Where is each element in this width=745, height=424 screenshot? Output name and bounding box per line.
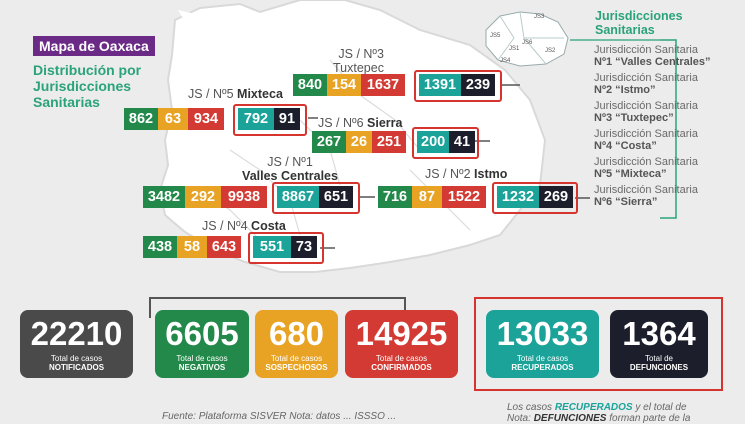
js5-values: 862 63 934 bbox=[124, 108, 224, 130]
js3-values: 840 154 1637 bbox=[293, 74, 405, 96]
js4-confirmados: 643 bbox=[207, 236, 241, 258]
total-recuperados: 13033 Total de casos RECUPERADOS bbox=[486, 310, 599, 378]
mini-map-label-js1: JS1 bbox=[509, 46, 520, 52]
js5-recuperados: 792 bbox=[238, 108, 274, 130]
js2-values: 716 87 1522 bbox=[378, 186, 486, 208]
js1-recuperados: 8867 bbox=[277, 186, 319, 208]
legend-title: Jurisdicciones Sanitarias bbox=[595, 9, 683, 37]
js2-defunciones: 269 bbox=[539, 186, 573, 208]
legend-item: Jurisdicción Sanitaria Nº5 “Mixteca” bbox=[594, 156, 698, 180]
legend-item: Jurisdicción Sanitaria Nº4 “Costa” bbox=[594, 128, 698, 152]
page-title: Mapa de Oaxaca bbox=[33, 36, 155, 56]
js2-confirmados: 1522 bbox=[442, 186, 486, 208]
js6-sospechosos: 26 bbox=[346, 131, 372, 153]
js6-highlight bbox=[412, 127, 479, 159]
js5-highlight bbox=[233, 104, 307, 136]
js5-label: JS / Nº5 Mixteca bbox=[188, 87, 283, 101]
js3-confirmados: 1637 bbox=[361, 74, 405, 96]
js6-negativos: 267 bbox=[312, 131, 346, 153]
js2-negativos: 716 bbox=[378, 186, 412, 208]
legend-item: Jurisdicción Sanitaria Nº3 “Tuxtepec” bbox=[594, 100, 698, 124]
js6-confirmados: 251 bbox=[372, 131, 406, 153]
js1-negativos: 3482 bbox=[143, 186, 185, 208]
mini-map-label-js2: JS2 bbox=[545, 48, 556, 54]
js1-label: JS / Nº1 Valles Centrales bbox=[242, 155, 338, 183]
js1-values: 3482 292 9938 bbox=[143, 186, 267, 208]
js3-recuperados: 1391 bbox=[419, 74, 461, 96]
footer-note: Los casos RECUPERADOS y el total de Nota… bbox=[507, 402, 691, 424]
footer-source: Fuente: Plataforma SISVER Nota: datos ..… bbox=[162, 411, 396, 422]
js4-negativos: 438 bbox=[143, 236, 177, 258]
total-confirmados: 14925 Total de casos CONFIRMADOS bbox=[345, 310, 458, 378]
legend-item: Jurisdicción Sanitaria Nº6 “Sierra” bbox=[594, 184, 698, 208]
legend-item: Jurisdicción Sanitaria Nº2 “Istmo” bbox=[594, 72, 698, 96]
total-defunciones: 1364 Total de DEFUNCIONES bbox=[610, 310, 708, 378]
total-sospechosos: 680 Total de casos SOSPECHOSOS bbox=[255, 310, 338, 378]
mini-map-label-js3: JS3 bbox=[534, 14, 545, 20]
js1-sospechosos: 292 bbox=[185, 186, 221, 208]
js3-sospechosos: 154 bbox=[327, 74, 361, 96]
mini-map-label-js6: JS6 bbox=[522, 40, 533, 46]
js5-negativos: 862 bbox=[124, 108, 158, 130]
js3-negativos: 840 bbox=[293, 74, 327, 96]
js3-highlight bbox=[414, 70, 502, 102]
js3-label: JS / Nº3 Tuxtepec bbox=[333, 47, 384, 75]
js1-confirmados: 9938 bbox=[221, 186, 267, 208]
js4-defunciones: 73 bbox=[291, 236, 317, 258]
total-notificados: 22210 Total de casos NOTIFICADOS bbox=[20, 310, 133, 378]
js4-highlight bbox=[248, 232, 324, 264]
js2-recuperados: 1232 bbox=[497, 186, 539, 208]
mini-map-label-js5: JS5 bbox=[490, 33, 501, 39]
js1-highlight bbox=[272, 182, 360, 214]
js2-label: JS / Nº2 Istmo bbox=[425, 167, 508, 181]
total-negativos: 6605 Total de casos NEGATIVOS bbox=[155, 310, 249, 378]
mini-map-label-js4: JS4 bbox=[500, 58, 511, 64]
js1-defunciones: 651 bbox=[319, 186, 353, 208]
js5-sospechosos: 63 bbox=[158, 108, 188, 130]
mini-map bbox=[485, 11, 569, 67]
js5-defunciones: 91 bbox=[274, 108, 300, 130]
js4-values: 438 58 643 bbox=[143, 236, 241, 258]
page-subtitle: Distribución por Jurisdicciones Sanitari… bbox=[33, 62, 142, 110]
js6-label: JS / Nº6 Sierra bbox=[318, 116, 403, 130]
js2-highlight bbox=[492, 182, 578, 214]
js3-defunciones: 239 bbox=[461, 74, 495, 96]
js6-values: 267 26 251 bbox=[312, 131, 406, 153]
js6-defunciones: 41 bbox=[449, 131, 475, 153]
js5-confirmados: 934 bbox=[188, 108, 224, 130]
js2-sospechosos: 87 bbox=[412, 186, 442, 208]
legend-item: Jurisdicción Sanitaria Nº1 “Valles Centra… bbox=[594, 44, 711, 68]
js4-sospechosos: 58 bbox=[177, 236, 207, 258]
js4-label: JS / Nº4 Costa bbox=[202, 219, 286, 233]
js6-recuperados: 200 bbox=[417, 131, 449, 153]
js4-recuperados: 551 bbox=[253, 236, 291, 258]
